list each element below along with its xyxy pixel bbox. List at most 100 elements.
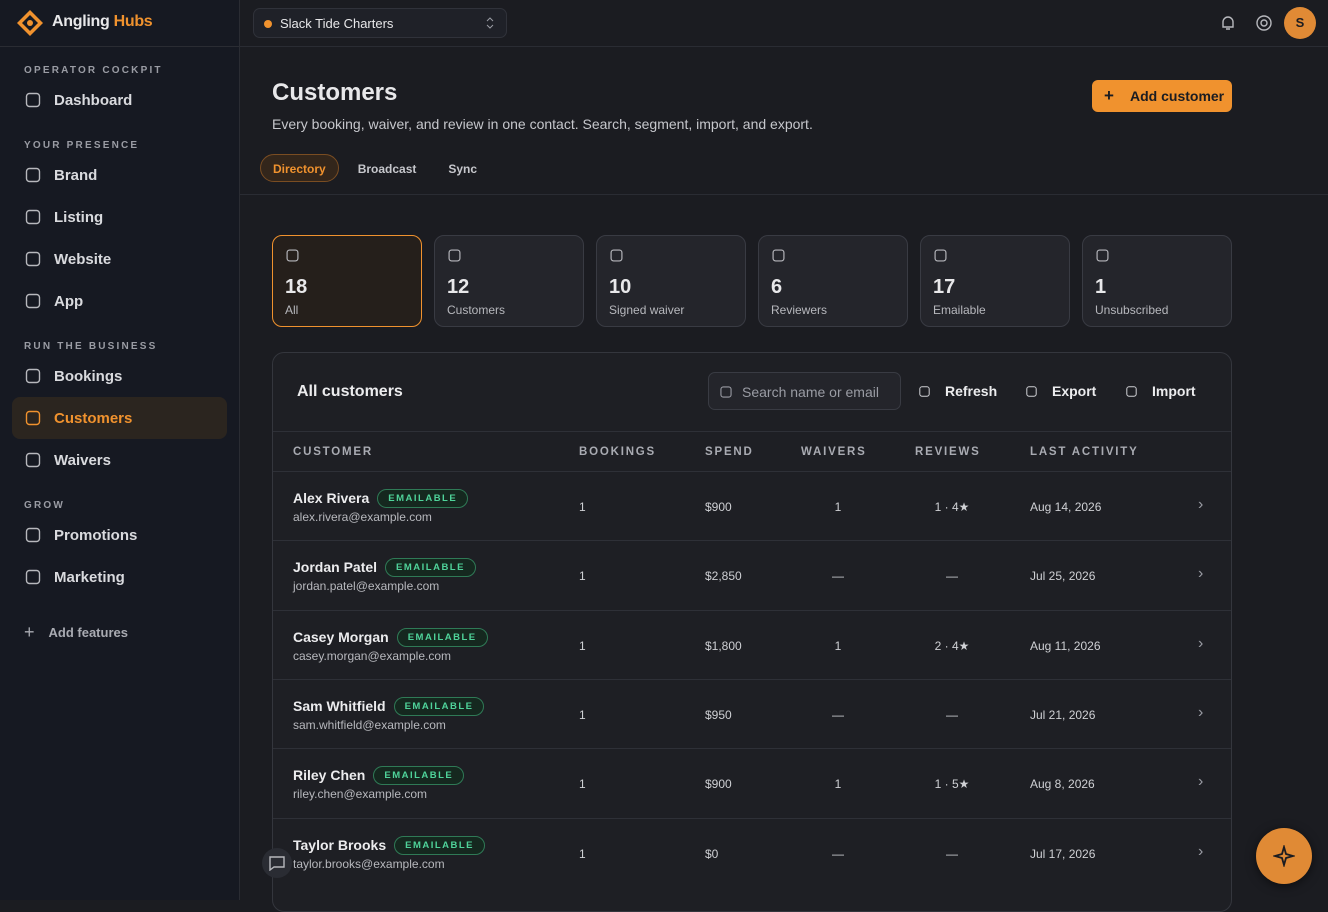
nav-label: Customers: [54, 409, 133, 427]
chat-icon: [269, 856, 285, 871]
last-activity: Aug 11, 2026: [1030, 638, 1101, 653]
nav-item[interactable]: Dashboard: [12, 79, 227, 121]
icon: [25, 167, 41, 183]
status-badge: EMAILABLE: [377, 489, 469, 508]
customer-name-line: Alex Rivera EMAILABLE: [293, 489, 469, 508]
nav-item[interactable]: Waivers: [12, 439, 227, 481]
chat-button[interactable]: [262, 848, 292, 878]
nav-item[interactable]: Marketing: [12, 556, 227, 598]
last-activity: Jul 25, 2026: [1030, 569, 1096, 584]
waivers: —: [832, 707, 844, 722]
stat-card[interactable]: 17 Emailable: [920, 235, 1070, 327]
action-button[interactable]: Import: [1125, 383, 1196, 399]
nav-label: App: [54, 292, 84, 310]
column-header: SPEND: [705, 446, 754, 458]
bell-icon[interactable]: [1219, 14, 1237, 32]
nav-section-label: RUN THE BUSINESS: [24, 341, 158, 352]
avatar[interactable]: S: [1284, 7, 1316, 39]
last-activity: Aug 8, 2026: [1030, 777, 1095, 792]
table-title: All customers: [297, 383, 403, 400]
tab[interactable]: Sync: [448, 162, 478, 176]
stat-card[interactable]: 18 All: [272, 235, 422, 327]
bookings: 1: [579, 569, 586, 584]
status-badge: EMAILABLE: [393, 696, 485, 716]
nav-section-label: YOUR PRESENCE: [24, 140, 140, 151]
add-features[interactable]: + Add features: [12, 611, 227, 653]
waivers: 1: [834, 638, 842, 653]
stat-value: 18: [285, 276, 308, 298]
stat-card[interactable]: 6 Reviewers: [758, 235, 908, 327]
icon: [286, 249, 299, 262]
org-switcher[interactable]: Slack Tide Charters: [253, 8, 507, 38]
table-row[interactable]: Sam Whitfield EMAILABLE sam.whitfield@exam…: [273, 678, 1231, 748]
nav-label: Dashboard: [54, 91, 133, 109]
stat-label: Signed waiver: [609, 303, 685, 317]
tab[interactable]: Broadcast: [357, 162, 417, 176]
nav-label: Brand: [54, 166, 98, 184]
icon: [448, 249, 461, 262]
icon: [25, 569, 41, 585]
nav-item[interactable]: App: [12, 280, 227, 322]
nav-item[interactable]: Promotions: [12, 514, 227, 556]
column-header: CUSTOMER: [293, 446, 373, 458]
stat-value: 10: [609, 276, 632, 298]
plus: +: [1104, 86, 1114, 105]
divider: [240, 194, 1328, 195]
waivers: —: [832, 569, 844, 584]
assistant-button[interactable]: [1256, 828, 1312, 884]
row-chevron: ›: [1198, 634, 1204, 652]
waivers: —: [832, 846, 844, 861]
customer-name: Alex Rivera: [293, 490, 370, 506]
sidebar: [0, 0, 240, 900]
table-row[interactable]: Riley Chen EMAILABLE riley.chen@example.co…: [273, 748, 1231, 817]
nav-label: Promotions: [54, 526, 138, 544]
table-row[interactable]: Taylor Brooks EMAILABLE taylor.brooks@exam…: [273, 817, 1231, 887]
stat-value: 1: [1095, 276, 1107, 298]
page-title: Customers: [272, 79, 398, 106]
icon: [1126, 386, 1137, 397]
nav-item[interactable]: Bookings: [12, 355, 227, 397]
button-label: Add customer: [1130, 88, 1225, 104]
nav-item[interactable]: Listing: [12, 196, 227, 238]
search-box[interactable]: Search name or email: [708, 372, 901, 410]
nav-item[interactable]: Website: [12, 238, 227, 280]
stat-card[interactable]: 10 Signed waiver: [596, 235, 746, 327]
status-dot: [264, 20, 272, 28]
nav-item[interactable]: Brand: [12, 154, 227, 196]
top-bar: [240, 0, 1328, 47]
status-badge: EMAILABLE: [394, 835, 486, 855]
help-icon[interactable]: [1255, 14, 1273, 32]
nav-item[interactable]: Customers: [12, 397, 227, 439]
search-placeholder: Search name or email: [742, 384, 879, 400]
row-chevron: ›: [1198, 703, 1204, 721]
nav-label: Marketing: [54, 568, 125, 586]
last-activity: Aug 14, 2026: [1030, 500, 1102, 514]
stat-card[interactable]: 12 Customers: [434, 235, 584, 327]
brand-word: Angling: [52, 13, 110, 30]
customer-name: Casey Morgan: [293, 628, 389, 645]
customer-email: jordan.patel@example.com: [293, 579, 440, 594]
add-customer-button[interactable]: + Add customer: [1092, 80, 1232, 112]
customer-name: Taylor Brooks: [293, 836, 387, 853]
action-button[interactable]: Export: [1025, 383, 1096, 399]
table-row[interactable]: Alex Rivera EMAILABLE alex.rivera@example.…: [273, 471, 1231, 540]
action-button[interactable]: Refresh: [918, 383, 997, 399]
chevron-updown: [486, 17, 494, 29]
table-row[interactable]: Casey Morgan EMAILABLE casey.morgan@exampl…: [273, 609, 1231, 679]
stat-value: 6: [771, 276, 783, 298]
column-header: WAIVERS: [801, 446, 867, 458]
reviews: 1 · 5★: [934, 777, 970, 792]
customer-email: taylor.brooks@example.com: [293, 856, 445, 871]
customer-email: riley.chen@example.com: [293, 787, 428, 802]
customers-table: All customers Search name or email Refresh…: [272, 352, 1232, 912]
status-badge: EMAILABLE: [373, 766, 465, 786]
tab[interactable]: Directory: [260, 154, 339, 182]
table-row[interactable]: Jordan Patel EMAILABLE jordan.patel@exampl…: [273, 540, 1231, 609]
spend: $0: [705, 846, 719, 861]
icon: [720, 386, 732, 398]
status-badge: EMAILABLE: [385, 558, 476, 578]
plus: +: [24, 621, 35, 642]
page-subtitle: Every booking, waiver, and review in one…: [272, 116, 813, 132]
action-label: Import: [1152, 383, 1196, 399]
stat-card[interactable]: 1 Unsubscribed: [1082, 235, 1232, 327]
